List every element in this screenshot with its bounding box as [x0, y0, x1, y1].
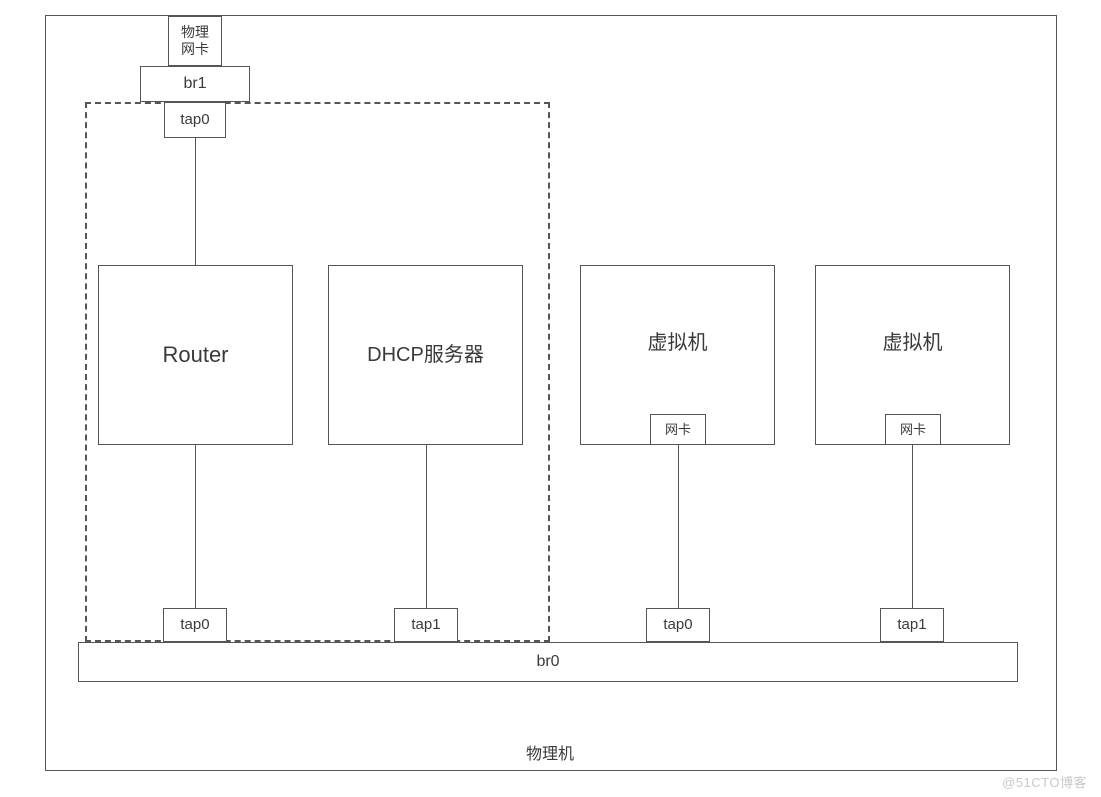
physical-nic-box: 物理 网卡	[168, 16, 222, 66]
edge-router-tap0b	[195, 445, 196, 608]
vm2-label: 虚拟机	[883, 331, 943, 355]
br1-box: br1	[140, 66, 250, 102]
edge-vm1nic-tap0c	[678, 445, 679, 608]
diagram-canvas: { "meta": { "width": 1101, "height": 797…	[0, 0, 1101, 797]
vm1-label: 虚拟机	[648, 331, 708, 355]
br0-box: br0	[78, 642, 1018, 682]
tap0-bottom-left-box: tap0	[163, 608, 227, 642]
dhcp-server-box: DHCP服务器	[328, 265, 523, 445]
tap1-bottom-left-box: tap1	[394, 608, 458, 642]
tap0-bottom-right-box: tap0	[646, 608, 710, 642]
vm2-nic-box: 网卡	[885, 414, 941, 445]
edge-tap0top-router	[195, 138, 196, 265]
router-box: Router	[98, 265, 293, 445]
edge-dhcp-tap1b	[426, 445, 427, 608]
tap0-top-box: tap0	[164, 102, 226, 138]
watermark: @51CTO博客	[1002, 772, 1087, 791]
vm1-nic-box: 网卡	[650, 414, 706, 445]
physical-machine-label: 物理机	[470, 740, 630, 764]
tap1-bottom-right-box: tap1	[880, 608, 944, 642]
edge-vm2nic-tap1c	[912, 445, 913, 608]
